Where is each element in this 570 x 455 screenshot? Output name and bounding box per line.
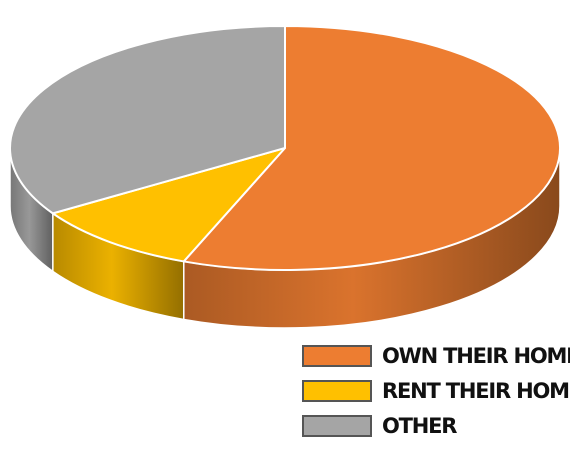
pie-top-faces — [9, 25, 561, 271]
legend-label-own: OWN THEIR HOME — [382, 344, 570, 368]
pie-chart — [9, 25, 561, 329]
legend-label-rent: RENT THEIR HOME — [382, 379, 570, 403]
legend-item-own: OWN THEIR HOME — [302, 343, 570, 378]
pie-slice-rent-their-home — [51, 147, 286, 263]
legend-item-rent: RENT THEIR HOME — [302, 378, 570, 413]
legend-label-other: OTHER — [382, 414, 457, 438]
legend-swatch-other — [302, 415, 372, 437]
pie-slice-other — [9, 25, 286, 215]
legend-swatch-rent — [302, 380, 372, 402]
pie-side-walls — [9, 147, 561, 329]
legend-swatch-own — [302, 345, 372, 367]
legend-item-other: OTHER — [302, 413, 568, 448]
legend: OWN THEIR HOME RENT THEIR HOME OTHER — [302, 343, 570, 448]
pie-slice-own-their-home — [182, 25, 561, 271]
